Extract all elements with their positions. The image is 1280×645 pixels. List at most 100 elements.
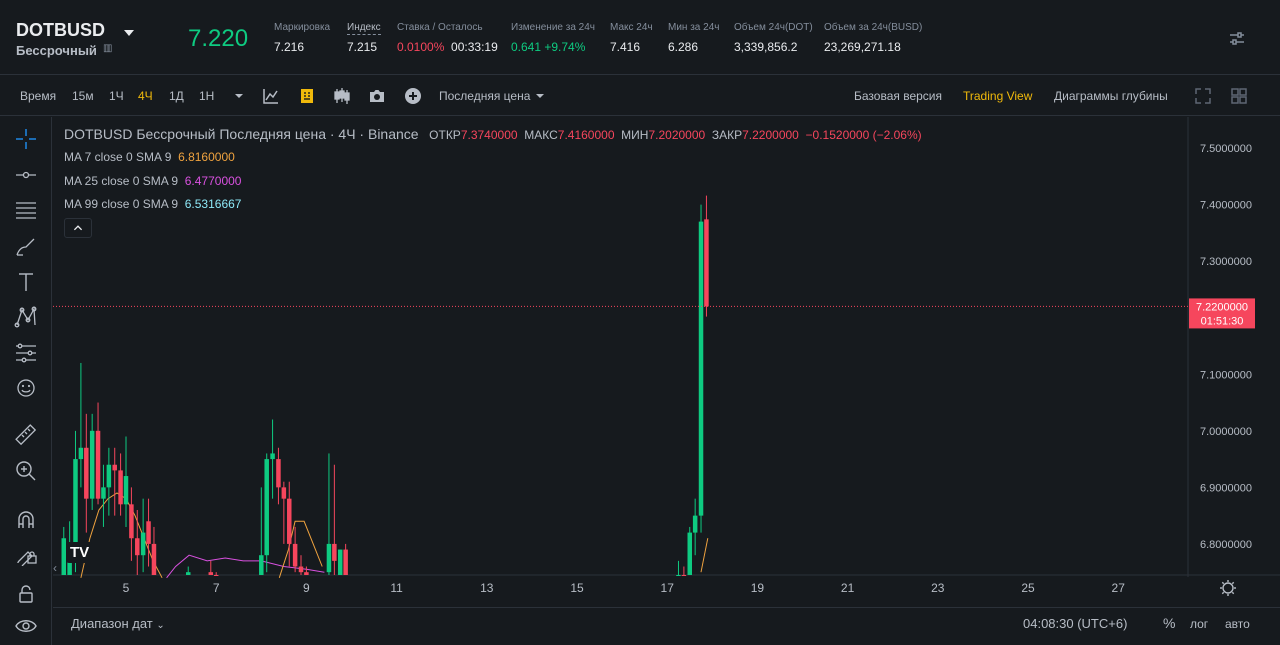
chevron-down-icon[interactable] [229,86,249,106]
prediction-icon[interactable] [14,341,38,365]
ruler-icon[interactable] [14,423,38,447]
time-tick-label: 9 [303,581,310,595]
horizontal-lines-icon[interactable] [14,198,38,222]
fullscreen-icon[interactable] [1193,86,1213,106]
interval-1w[interactable]: 1Н [199,89,215,103]
lock-drawing-icon[interactable] [14,542,38,566]
candles-type-icon[interactable] [332,86,352,106]
percent-scale-button[interactable]: % [1163,615,1176,631]
ma25-legend[interactable]: MA 25 close 0 SMA 9 6.4770000 [64,174,241,188]
ticker-header: DOTBUSD Бессрочный ▥ 7.220 Маркировка 7.… [0,0,1280,75]
stat-value: 0.0100% 00:33:19 [397,40,498,54]
candlestick-chart[interactable]: 7.50000007.40000007.30000007.20000007.10… [53,117,1280,607]
stat-value: 7.215 [347,40,378,54]
interval-1h[interactable]: 1Ч [109,89,124,103]
chevron-down-icon: ⌄ [156,620,165,631]
zoom-in-icon[interactable] [14,459,38,483]
eye-icon[interactable] [14,614,38,638]
candle-body [106,464,112,488]
crosshair-icon[interactable] [14,127,38,151]
symbol-dropdown-caret-icon[interactable] [124,30,134,36]
candle-body [78,447,84,460]
stat-label: Объем 24ч(DOT) [734,22,813,33]
ma7-legend[interactable]: MA 7 close 0 SMA 9 6.8160000 [64,150,235,164]
chart-legend: DOTBUSD Бессрочный Последняя цена · 4Ч ·… [64,126,922,142]
interval-4h[interactable]: 4Ч [138,89,153,103]
magnet-icon[interactable] [14,508,38,532]
pattern-icon[interactable] [14,305,38,329]
log-scale-button[interactable]: лог [1190,617,1209,631]
camera-icon[interactable] [367,86,387,106]
candle-body [95,430,101,499]
tradingview-logo[interactable]: TV [66,542,94,563]
candle-body [337,549,343,575]
stat-label: Мин за 24ч [668,22,720,33]
timescale-settings-icon[interactable] [1220,580,1236,596]
price-tick-label: 7.0000000 [1200,426,1252,438]
price-tick-label: 6.8000000 [1200,539,1252,551]
time-tick-label: 17 [661,581,675,595]
high-value: 7.4160000 [557,128,615,142]
price-chart[interactable]: 7.50000007.40000007.30000007.20000007.10… [53,117,1280,607]
low-value: 7.2020000 [648,128,706,142]
candle-body [118,470,123,505]
stat-24h-volume-dot: Объем 24ч(DOT) 3,339,856.2 [734,22,813,54]
interval-1d[interactable]: 1Д [169,89,184,103]
candle-body [298,566,304,573]
text-icon[interactable] [14,270,38,294]
lock-icon[interactable] [14,582,38,606]
candle-body [264,459,269,556]
interval-15m[interactable]: 15м [72,89,94,103]
contract-info-icon[interactable]: ▥ [103,43,113,54]
stat-label[interactable]: Индекс [347,22,381,35]
ma7-line [278,520,323,578]
candle-body [129,504,134,539]
ma-label: MA 99 close 0 SMA 9 [64,197,179,211]
stat-mark-price: Маркировка 7.216 [274,22,330,54]
stat-24h-change: Изменение за 24ч 0.641 +9.74% [511,22,595,54]
stat-value: 7.216 [274,40,305,54]
view-depth-chart[interactable]: Диаграммы глубины [1054,89,1168,103]
high-label: МАКС [524,128,558,142]
candle-body [281,487,287,499]
collapse-legend-button[interactable] [64,218,92,238]
price-scale: 7.50000007.40000007.30000007.20000007.10… [1200,143,1252,551]
close-label: ЗАКР [711,128,743,142]
trend-line-icon[interactable] [14,163,38,187]
sliders-icon[interactable] [1228,30,1246,48]
candle-body [185,572,191,575]
moving-averages [80,492,709,579]
stat-24h-high: Макс 24ч 7.416 [610,22,653,54]
candle-body [101,487,106,499]
change-value: −0.1520000 (−2.06%) [805,128,922,142]
stat-value: 23,269,271.18 [824,40,901,54]
ma-value: 6.8160000 [178,150,235,164]
ma99-legend[interactable]: MA 99 close 0 SMA 9 6.5316667 [64,197,241,211]
view-basic[interactable]: Базовая версия [854,89,942,103]
smiley-icon[interactable] [14,376,38,400]
symbol-selector[interactable]: DOTBUSD [16,20,105,40]
price-tick-label: 7.3000000 [1200,256,1252,268]
date-range-dropdown[interactable]: Диапазон дат ⌄ [71,616,165,631]
candle-body [692,515,698,533]
candle-body [146,521,151,544]
indicators-icon[interactable] [261,86,281,106]
ma-label: MA 7 close 0 SMA 9 [64,150,172,164]
time-tick-label: 23 [931,581,945,595]
time-tick-label: 27 [1112,581,1126,595]
brush-icon[interactable] [14,235,38,259]
candle-body [123,476,129,505]
chevron-down-icon[interactable] [530,86,550,106]
time-tick-label: 7 [213,581,220,595]
auto-scale-button[interactable]: авто [1225,617,1250,631]
clock[interactable]: 04:08:30 (UTC+6) [1023,616,1128,631]
price-tick-label: 7.5000000 [1200,143,1252,155]
price-type-dropdown[interactable]: Последняя цена [439,89,531,103]
current-price-label: 7.2200000 [1196,301,1248,313]
candle-body [270,453,275,460]
layout-grid-icon[interactable] [1229,86,1249,106]
scroll-left-icon[interactable]: ‹ [53,561,57,575]
view-trading-view[interactable]: Trading View [963,89,1033,103]
add-icon[interactable] [403,86,423,106]
templates-icon[interactable] [297,86,317,106]
